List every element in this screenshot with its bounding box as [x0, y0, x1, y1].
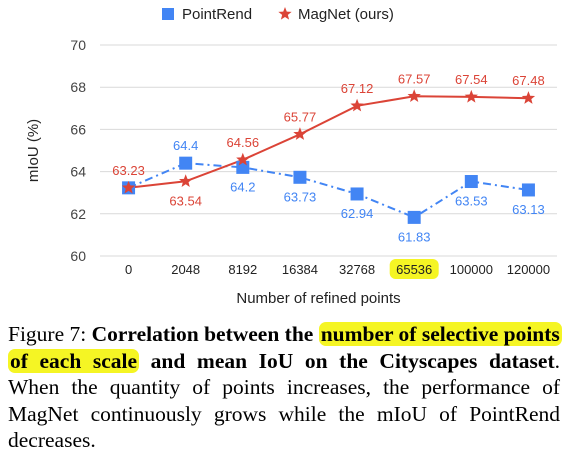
data-label: 67.54	[455, 72, 488, 87]
data-label: 64.4	[173, 138, 198, 153]
data-point	[179, 156, 193, 170]
y-tick-label: 64	[70, 164, 86, 180]
chart: 60 62 64 66 68 70 mIoU (%) 0 2048 8192 16384 32768 6…	[25, 6, 557, 307]
x-tick-label: 0	[125, 262, 132, 277]
data-label: 64.2	[230, 179, 255, 194]
data-point	[521, 183, 535, 197]
legend-label-magnet: MagNet (ours)	[298, 6, 394, 23]
y-tick-label: 62	[70, 206, 86, 222]
caption-body: . When the quantity of points increases,…	[8, 348, 560, 453]
x-tick-label: 65536	[396, 262, 432, 277]
data-point	[350, 98, 364, 112]
y-axis-label: mIoU (%)	[25, 119, 42, 182]
series-line	[128, 162, 529, 219]
legend-marker-magnet	[278, 7, 292, 20]
legend-marker-pointrend	[162, 8, 174, 20]
data-point	[464, 175, 478, 189]
data-point	[521, 91, 536, 104]
legend-label-pointrend: PointRend	[182, 6, 252, 23]
data-point	[236, 160, 250, 174]
x-tick-label: 16384	[282, 262, 318, 277]
x-tick-highlight	[389, 259, 439, 279]
caption-bold-part-2: and mean IoU on the Cityscapes dataset	[150, 348, 555, 373]
data-label: 67.12	[341, 81, 374, 96]
y-tick-label: 68	[70, 79, 86, 95]
data-label: 63.53	[455, 194, 488, 209]
x-tick-label: 100000	[450, 262, 493, 277]
data-point	[121, 180, 136, 194]
data-label: 63.13	[512, 202, 545, 217]
y-tick-label: 70	[70, 37, 86, 53]
y-tick-label: 66	[70, 121, 86, 137]
data-label: 61.83	[398, 229, 431, 244]
data-label: 62.94	[341, 206, 374, 221]
figure-caption: Figure 7: Correlation between the number…	[8, 321, 562, 454]
x-tick-label: 120000	[507, 262, 550, 277]
data-label: 63.23	[112, 163, 145, 178]
data-label: 63.73	[284, 189, 317, 204]
data-point	[236, 152, 250, 166]
data-point	[407, 210, 421, 224]
data-point	[350, 187, 364, 201]
data-label: 65.77	[284, 109, 317, 124]
data-point	[407, 89, 421, 102]
data-point	[464, 89, 478, 103]
data-label: 67.48	[512, 73, 545, 88]
data-label: 64.56	[227, 135, 260, 150]
y-tick-label: 60	[70, 248, 86, 264]
caption-figure-label: Figure 7:	[8, 322, 87, 346]
x-tick-label: 8192	[228, 262, 257, 277]
series-line	[128, 95, 529, 189]
x-tick-label: 2048	[171, 262, 200, 277]
data-label: 67.57	[398, 71, 431, 86]
x-tick-label: 32768	[339, 262, 375, 277]
x-axis-label: Number of refined points	[236, 290, 400, 307]
caption-bold-part-1: Correlation between the	[91, 322, 314, 346]
data-label: 63.54	[169, 193, 202, 208]
data-point	[179, 174, 193, 187]
data-point	[293, 170, 307, 184]
data-point	[293, 127, 307, 140]
